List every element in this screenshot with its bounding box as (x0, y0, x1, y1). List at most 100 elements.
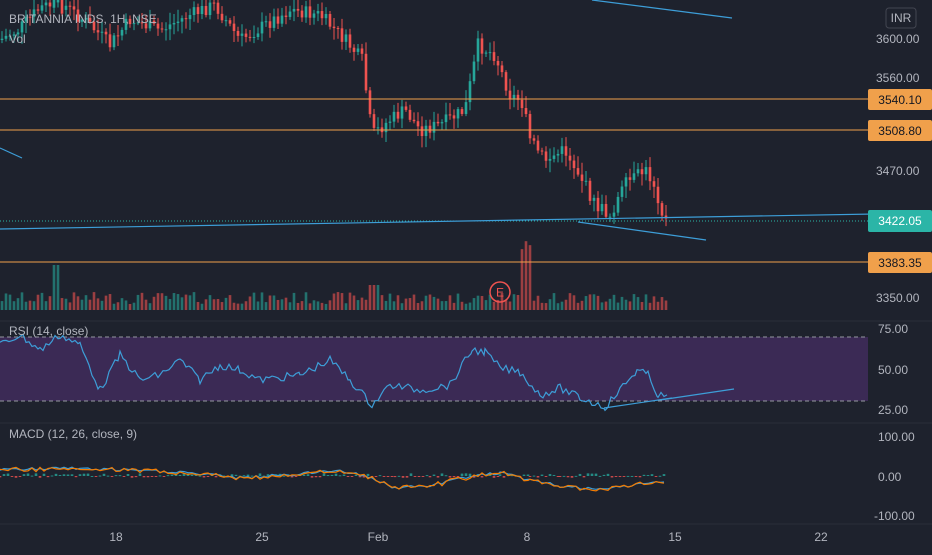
candle-body (304, 6, 308, 18)
candle-body (20, 21, 24, 33)
macd-histogram-bar (294, 476, 298, 477)
volume-bar (592, 294, 596, 310)
volume-bar (16, 298, 20, 310)
volume-bar (520, 249, 524, 310)
candle-body (200, 6, 204, 15)
candle-body (76, 9, 80, 22)
volume-bar (544, 303, 548, 310)
candle-body (444, 114, 448, 123)
candle-body (300, 10, 304, 18)
volume-bar (292, 292, 296, 310)
last-price-badge[interactable]: 3422.05 (868, 210, 932, 232)
candle-body (356, 48, 360, 52)
trendline-main[interactable] (0, 212, 932, 230)
volume-bar (312, 300, 316, 310)
candle-body (56, 0, 60, 3)
volume-bar (532, 300, 536, 310)
time-axis[interactable]: 18 25 Feb 8 15 22 (0, 523, 932, 544)
volume-bar (20, 292, 24, 310)
price-badge-3540[interactable]: 3540.10 (868, 89, 932, 110)
trendline-lower[interactable] (577, 221, 707, 241)
candle-body (288, 11, 292, 17)
volume-bar (548, 299, 552, 310)
price-pane[interactable]: E BRITANNIA INDS, 1H, NSE Vol (0, 0, 932, 310)
macd-histogram-bar (642, 474, 646, 476)
macd-histogram-bar (432, 474, 436, 476)
candle-body (376, 127, 380, 129)
macd-histogram-bar (182, 473, 186, 476)
price-axis[interactable]: INR 3600.00 3560.00 3470.00 3350.00 3540… (868, 7, 932, 523)
earnings-marker[interactable]: E (489, 281, 511, 303)
candle-body (604, 204, 608, 217)
volume-bar (296, 302, 300, 310)
macd-histogram-bar (590, 473, 594, 476)
candle-body (516, 94, 520, 100)
volume-bar (580, 300, 584, 310)
volume-bar (84, 295, 88, 310)
rsi-tick-25: 25.00 (878, 403, 908, 417)
macd-histogram-bar (350, 476, 354, 477)
price-badge-3508[interactable]: 3508.80 (868, 120, 932, 141)
macd-histogram-bar (522, 474, 526, 476)
candle-body (188, 15, 192, 20)
macd-histogram-bar (26, 473, 30, 476)
candle-body (636, 169, 640, 174)
macd-histogram-bar (38, 476, 42, 478)
candle-body (596, 197, 600, 212)
volume-bar (376, 285, 380, 310)
volume-bar (288, 302, 292, 310)
candle-body (396, 111, 400, 119)
macd-histogram-bar (266, 474, 270, 476)
candle-body (392, 111, 396, 122)
volume-bar (136, 294, 140, 310)
macd-histogram-bar (456, 476, 460, 477)
candle-body (296, 8, 300, 11)
volume-bar (588, 294, 592, 310)
candle-body (576, 168, 580, 175)
trendline-top[interactable] (591, 0, 733, 19)
macd-histogram-bar (425, 475, 429, 477)
macd-histogram-bar (30, 475, 34, 477)
rsi-pane[interactable]: RSI (14, close) (0, 324, 868, 412)
volume-bar (652, 296, 656, 310)
candle-body (324, 14, 328, 19)
price-badge-3383[interactable]: 3383.35 (868, 252, 932, 273)
trendline-left[interactable] (0, 147, 23, 159)
macd-histogram-bar (540, 474, 544, 476)
candle-body (368, 90, 372, 115)
macd-histogram-bar (409, 473, 413, 476)
macd-histogram-bar (444, 475, 448, 477)
candle-body (468, 81, 472, 103)
candle-body (52, 0, 56, 8)
macd-histogram-bar (654, 476, 658, 477)
volume-bar (660, 297, 664, 310)
volume-bar (640, 301, 644, 310)
macd-pane[interactable]: MACD (12, 26, close, 9) (0, 427, 666, 492)
macd-histogram-bar (386, 476, 390, 477)
currency-badge[interactable] (885, 7, 917, 29)
candle-body (216, 2, 220, 14)
volume-bar (568, 293, 572, 310)
volume-bar (636, 297, 640, 310)
volume-bar (236, 303, 240, 310)
candle-body (168, 24, 172, 30)
candle-body (360, 48, 364, 54)
candle-body (544, 151, 548, 161)
macd-histogram-bar (198, 475, 202, 477)
volume-bar (96, 298, 100, 310)
candle-body (564, 146, 568, 156)
macd-histogram-bar (150, 476, 154, 477)
candle-body (12, 34, 16, 36)
macd-histogram-bar (397, 475, 401, 477)
candle-body (140, 22, 144, 24)
volume-bar (176, 294, 180, 310)
symbol-title: BRITANNIA INDS, 1H, NSE (9, 12, 157, 26)
candle-body (240, 33, 244, 36)
volume-bar (448, 295, 452, 310)
candle-body (524, 108, 528, 115)
candle-body (192, 7, 196, 16)
macd-histogram-bar (94, 476, 98, 477)
rsi-trendline-ext[interactable] (659, 388, 735, 401)
